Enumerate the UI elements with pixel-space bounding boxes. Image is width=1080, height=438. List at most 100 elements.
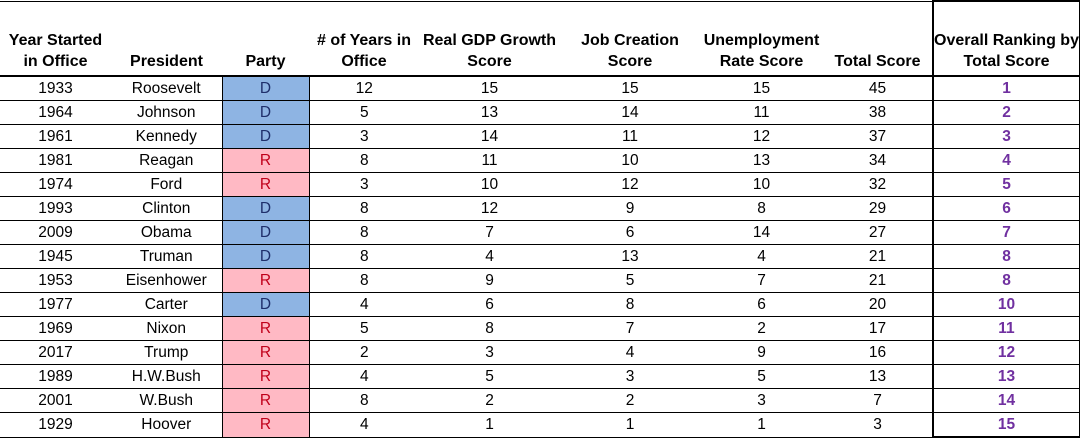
header-years-in-office: # of Years in Office bbox=[309, 0, 419, 77]
cell-gdp-score: 3 bbox=[419, 340, 560, 365]
header-president: President bbox=[111, 0, 222, 77]
cell-job-creation-score: 13 bbox=[560, 244, 700, 269]
cell-president: Roosevelt bbox=[111, 76, 222, 101]
cell-unemployment-score: 14 bbox=[700, 220, 823, 245]
cell-overall-ranking: 7 bbox=[932, 220, 1080, 245]
table-row: 1953 Eisenhower R 8 9 5 7 21 8 bbox=[0, 268, 1080, 293]
cell-party: R bbox=[221, 364, 310, 389]
table-row: 1969 Nixon R 5 8 7 2 17 11 bbox=[0, 316, 1080, 341]
cell-party: R bbox=[221, 388, 310, 413]
cell-years-in-office: 8 bbox=[309, 220, 419, 245]
cell-year: 1945 bbox=[0, 244, 111, 269]
cell-total-score: 29 bbox=[823, 196, 933, 221]
cell-job-creation-score: 10 bbox=[560, 148, 700, 173]
cell-job-creation-score: 6 bbox=[560, 220, 700, 245]
cell-overall-ranking: 12 bbox=[932, 340, 1080, 365]
cell-gdp-score: 15 bbox=[419, 76, 560, 101]
table-row: 1974 Ford R 3 10 12 10 32 5 bbox=[0, 172, 1080, 197]
cell-total-score: 45 bbox=[823, 76, 933, 101]
cell-unemployment-score: 9 bbox=[700, 340, 823, 365]
cell-party: R bbox=[221, 172, 310, 197]
cell-president: Johnson bbox=[111, 100, 222, 125]
cell-total-score: 17 bbox=[823, 316, 933, 341]
cell-total-score: 34 bbox=[823, 148, 933, 173]
cell-years-in-office: 8 bbox=[309, 388, 419, 413]
cell-total-score: 13 bbox=[823, 364, 933, 389]
cell-total-score: 21 bbox=[823, 244, 933, 269]
header-overall-ranking: Overall Ranking by Total Score bbox=[932, 0, 1080, 77]
cell-total-score: 20 bbox=[823, 292, 933, 317]
cell-president: Obama bbox=[111, 220, 222, 245]
cell-job-creation-score: 7 bbox=[560, 316, 700, 341]
header-total-score: Total Score bbox=[823, 0, 933, 77]
cell-overall-ranking: 5 bbox=[932, 172, 1080, 197]
cell-gdp-score: 2 bbox=[419, 388, 560, 413]
cell-gdp-score: 4 bbox=[419, 244, 560, 269]
cell-job-creation-score: 2 bbox=[560, 388, 700, 413]
cell-years-in-office: 3 bbox=[309, 172, 419, 197]
cell-gdp-score: 7 bbox=[419, 220, 560, 245]
cell-unemployment-score: 7 bbox=[700, 268, 823, 293]
cell-year: 2017 bbox=[0, 340, 111, 365]
cell-years-in-office: 4 bbox=[309, 292, 419, 317]
cell-years-in-office: 8 bbox=[309, 196, 419, 221]
cell-total-score: 21 bbox=[823, 268, 933, 293]
table-row: 2017 Trump R 2 3 4 9 16 12 bbox=[0, 340, 1080, 365]
cell-year: 1989 bbox=[0, 364, 111, 389]
cell-job-creation-score: 9 bbox=[560, 196, 700, 221]
cell-party: D bbox=[221, 292, 310, 317]
table-row: 1945 Truman D 8 4 13 4 21 8 bbox=[0, 244, 1080, 269]
cell-party: R bbox=[221, 316, 310, 341]
cell-overall-ranking: 10 bbox=[932, 292, 1080, 317]
cell-president: Trump bbox=[111, 340, 222, 365]
cell-year: 2001 bbox=[0, 388, 111, 413]
cell-president: Ford bbox=[111, 172, 222, 197]
cell-president: Nixon bbox=[111, 316, 222, 341]
cell-gdp-score: 14 bbox=[419, 124, 560, 149]
header-unemployment-score: Unemployment Rate Score bbox=[700, 0, 823, 77]
table-body: 1933 Roosevelt D 12 15 15 15 45 1 1964 Johnson D 5 13… bbox=[0, 76, 1080, 438]
cell-overall-ranking: 11 bbox=[932, 316, 1080, 341]
table-row: 2009 Obama D 8 7 6 14 27 7 bbox=[0, 220, 1080, 245]
header-row: Year Started in Office President Party #… bbox=[0, 0, 1080, 77]
table-row: 1977 Carter D 4 6 8 6 20 10 bbox=[0, 292, 1080, 317]
header-job-creation-score: Job Creation Score bbox=[560, 0, 700, 77]
cell-party: D bbox=[221, 196, 310, 221]
table-row: 2001 W.Bush R 8 2 2 3 7 14 bbox=[0, 388, 1080, 413]
table-row: 1993 Clinton D 8 12 9 8 29 6 bbox=[0, 196, 1080, 221]
cell-total-score: 37 bbox=[823, 124, 933, 149]
cell-president: Kennedy bbox=[111, 124, 222, 149]
cell-year: 1953 bbox=[0, 268, 111, 293]
cell-party: D bbox=[221, 220, 310, 245]
cell-year: 1993 bbox=[0, 196, 111, 221]
cell-president: Carter bbox=[111, 292, 222, 317]
cell-year: 2009 bbox=[0, 220, 111, 245]
table-row: 1961 Kennedy D 3 14 11 12 37 3 bbox=[0, 124, 1080, 149]
cell-unemployment-score: 8 bbox=[700, 196, 823, 221]
cell-year: 1964 bbox=[0, 100, 111, 125]
cell-years-in-office: 4 bbox=[309, 364, 419, 389]
cell-total-score: 38 bbox=[823, 100, 933, 125]
cell-job-creation-score: 5 bbox=[560, 268, 700, 293]
cell-party: D bbox=[221, 124, 310, 149]
cell-unemployment-score: 10 bbox=[700, 172, 823, 197]
cell-total-score: 16 bbox=[823, 340, 933, 365]
cell-overall-ranking: 8 bbox=[932, 268, 1080, 293]
cell-job-creation-score: 15 bbox=[560, 76, 700, 101]
cell-years-in-office: 8 bbox=[309, 268, 419, 293]
cell-year: 1933 bbox=[0, 76, 111, 101]
cell-job-creation-score: 14 bbox=[560, 100, 700, 125]
cell-year: 1981 bbox=[0, 148, 111, 173]
cell-year: 1969 bbox=[0, 316, 111, 341]
cell-gdp-score: 11 bbox=[419, 148, 560, 173]
table-row: 1964 Johnson D 5 13 14 11 38 2 bbox=[0, 100, 1080, 125]
cell-year: 1974 bbox=[0, 172, 111, 197]
cell-years-in-office: 8 bbox=[309, 148, 419, 173]
cell-gdp-score: 8 bbox=[419, 316, 560, 341]
cell-unemployment-score: 4 bbox=[700, 244, 823, 269]
cell-job-creation-score: 4 bbox=[560, 340, 700, 365]
cell-total-score: 27 bbox=[823, 220, 933, 245]
cell-party: R bbox=[221, 340, 310, 365]
cell-unemployment-score: 13 bbox=[700, 148, 823, 173]
cell-overall-ranking: 3 bbox=[932, 124, 1080, 149]
